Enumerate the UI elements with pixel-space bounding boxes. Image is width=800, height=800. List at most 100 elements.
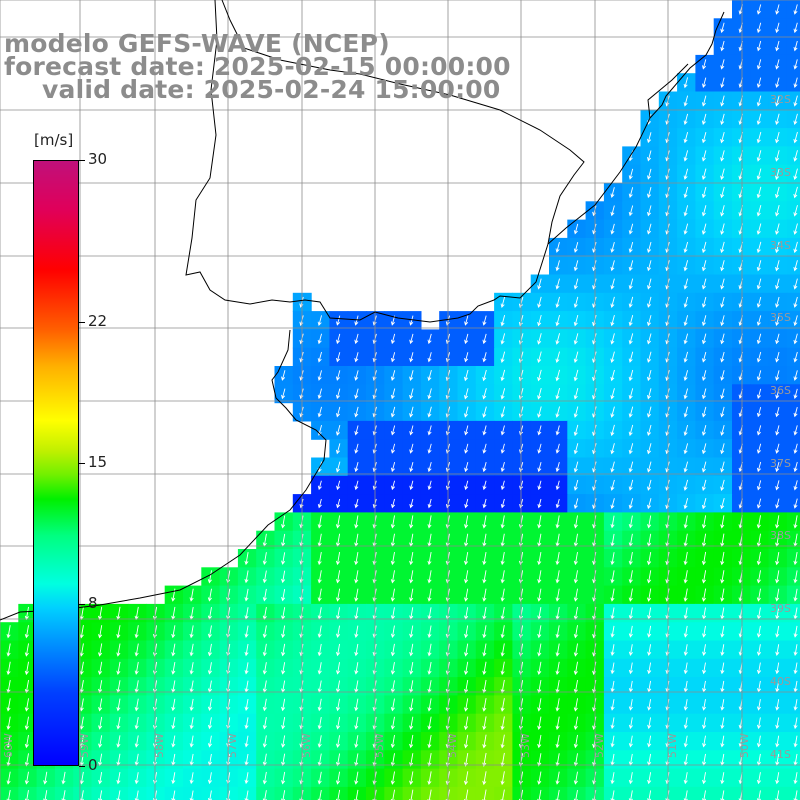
wind-arrow — [647, 205, 652, 217]
wind-arrow — [391, 480, 396, 491]
wind-arrow — [701, 479, 707, 491]
wind-arrow — [409, 461, 414, 473]
wind-arrow — [500, 443, 505, 454]
wind-arrow — [335, 406, 341, 418]
speed-cell — [786, 0, 800, 19]
wind-arrow — [409, 771, 414, 785]
wind-arrow — [6, 771, 11, 785]
lon-label: 56W — [300, 733, 313, 758]
wind-arrow — [701, 150, 707, 162]
wind-arrow — [610, 717, 615, 730]
wind-arrow — [793, 241, 798, 254]
wind-arrow — [775, 223, 780, 235]
wind-arrow — [116, 735, 121, 748]
wind-arrow — [390, 352, 396, 363]
lon-label: 60W — [2, 733, 15, 758]
wind-arrow — [537, 753, 542, 767]
wind-arrow — [756, 351, 762, 363]
wind-arrow — [464, 352, 469, 363]
wind-arrow — [482, 570, 487, 584]
wind-arrow — [409, 551, 414, 566]
wind-arrow — [555, 333, 560, 345]
wind-arrow — [390, 406, 396, 418]
wind-arrow — [793, 150, 798, 162]
wind-arrow — [573, 369, 579, 382]
wind-arrow — [189, 698, 194, 712]
speed-cell — [786, 274, 800, 294]
wind-arrow — [390, 370, 396, 381]
wind-arrow — [409, 734, 414, 749]
wind-arrow — [683, 588, 688, 602]
wind-arrow — [207, 588, 212, 602]
wind-arrow — [537, 771, 542, 785]
wind-arrow — [427, 734, 432, 749]
wind-arrow — [573, 260, 579, 272]
wind-arrow — [793, 77, 798, 88]
wind-arrow — [573, 570, 578, 584]
wind-arrow — [793, 735, 798, 748]
wind-arrow — [409, 789, 414, 800]
wind-arrow — [756, 680, 762, 693]
wind-arrow — [720, 40, 725, 52]
wind-arrow — [354, 735, 359, 749]
wind-arrow — [555, 734, 560, 749]
speed-cell — [786, 109, 800, 129]
speed-cell — [786, 347, 800, 367]
wind-arrow — [482, 406, 487, 418]
wind-arrow — [756, 150, 762, 162]
wind-arrow — [244, 625, 249, 638]
colorbar — [33, 160, 79, 766]
wind-arrow — [756, 40, 762, 52]
wind-arrow — [683, 406, 689, 418]
wind-arrow — [464, 461, 469, 473]
coastline — [0, 0, 725, 621]
wind-arrow — [537, 680, 542, 694]
wind-arrow — [647, 406, 652, 418]
wind-arrow — [720, 588, 725, 602]
wind-arrow — [427, 480, 432, 491]
wind-arrow — [537, 388, 542, 400]
speed-cell — [786, 549, 800, 568]
wind-arrow — [464, 679, 469, 694]
wind-arrow — [464, 551, 469, 566]
wind-arrow — [647, 570, 652, 584]
wind-arrow — [610, 498, 615, 510]
wind-arrow — [207, 570, 212, 584]
wind-arrow — [317, 333, 322, 345]
wind-arrow — [555, 242, 560, 253]
wind-arrow — [720, 150, 725, 162]
wind-arrow — [537, 515, 542, 529]
wind-arrow — [409, 716, 414, 730]
wind-arrow — [281, 388, 286, 400]
wind-arrow — [409, 753, 414, 767]
wind-arrow — [207, 698, 213, 712]
wind-arrow — [354, 625, 359, 638]
wind-arrow — [793, 370, 798, 381]
wind-arrow — [390, 551, 395, 566]
wind-arrow — [555, 443, 560, 454]
wind-arrow — [500, 752, 505, 767]
wind-arrow — [500, 480, 505, 491]
wind-arrow — [134, 643, 139, 657]
wind-arrow — [793, 570, 798, 584]
wind-arrow — [555, 771, 560, 785]
wind-arrow — [683, 333, 689, 345]
wind-arrow — [701, 168, 707, 180]
wind-arrow — [116, 772, 121, 785]
wind-arrow — [390, 333, 396, 345]
wind-arrow — [354, 771, 359, 785]
wind-arrow — [482, 752, 487, 767]
wind-arrow — [793, 717, 798, 730]
wind-arrow — [189, 772, 194, 785]
wind-arrow — [756, 772, 762, 785]
wind-arrow — [555, 278, 560, 290]
wind-arrow — [482, 698, 487, 712]
wind-arrow — [628, 680, 633, 693]
wind-arrow — [390, 643, 395, 657]
wind-arrow — [793, 662, 798, 675]
wind-arrow — [573, 588, 578, 602]
wind-arrow — [775, 388, 780, 399]
wind-arrow — [683, 443, 689, 455]
wind-arrow — [335, 515, 341, 529]
wind-arrow — [647, 424, 652, 437]
